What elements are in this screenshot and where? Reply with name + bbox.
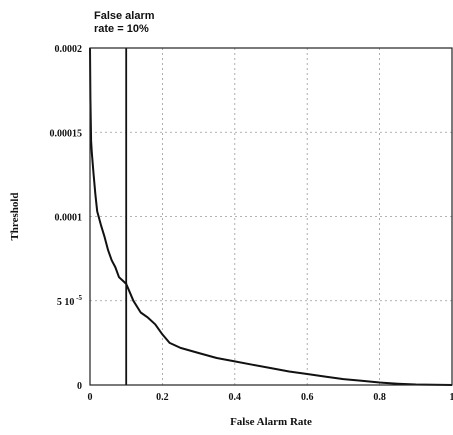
x-tick-label: 0: [88, 392, 93, 403]
y-tick-label: 0: [77, 381, 82, 392]
x-tick-label: 0.6: [301, 392, 314, 403]
y-tick-label: 5 10 -5: [57, 294, 83, 308]
x-tick-label: 0.8: [373, 392, 386, 403]
y-tick-label: 0.0002: [55, 44, 83, 55]
annotation-text: False alarm: [94, 10, 155, 22]
y-axis-label: Threshold: [9, 192, 21, 240]
annotation-text: rate = 10%: [94, 23, 149, 35]
x-axis-label: False Alarm Rate: [230, 416, 312, 428]
tick-layer: 0 0.2 0.4 0.6 0.8 1 0 5 10 -5 0.0001 0.00015 0.000…: [50, 44, 453, 403]
series-line: [89, 47, 453, 386]
plot-frame: [89, 47, 453, 386]
grid-layer: [90, 48, 452, 385]
curve-layer: [89, 47, 453, 386]
y-tick-label: 0.0001: [55, 213, 83, 224]
y-tick-label: 0.00015: [50, 128, 83, 139]
x-tick-label: 0.2: [156, 392, 169, 403]
x-tick-label: 0.4: [229, 392, 242, 403]
x-tick-label: 1: [450, 392, 453, 403]
